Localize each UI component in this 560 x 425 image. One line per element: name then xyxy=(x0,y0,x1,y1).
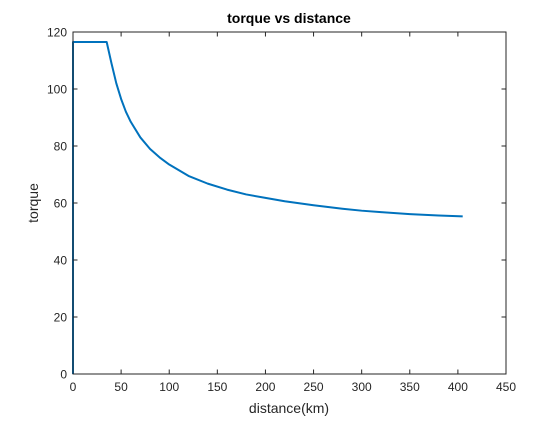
x-tick-label: 300 xyxy=(352,380,372,394)
x-tick-label: 150 xyxy=(207,380,227,394)
y-tick-label: 120 xyxy=(47,26,67,40)
x-axis-label: distance(km) xyxy=(249,400,329,416)
y-tick-label: 0 xyxy=(60,368,67,382)
y-tick-label: 40 xyxy=(54,254,68,268)
x-tick-label: 350 xyxy=(400,380,420,394)
chart-title: torque vs distance xyxy=(227,10,351,26)
y-tick-label: 100 xyxy=(47,83,67,97)
x-tick-label: 450 xyxy=(496,380,516,394)
y-tick-label: 60 xyxy=(54,197,68,211)
x-tick-label: 400 xyxy=(448,380,468,394)
x-tick-label: 200 xyxy=(255,380,275,394)
x-tick-label: 50 xyxy=(114,380,128,394)
series-line-0 xyxy=(72,40,463,374)
plot-area xyxy=(73,32,506,374)
curve-layer xyxy=(72,40,463,374)
y-axis-label: torque xyxy=(25,183,41,223)
x-tick-label: 250 xyxy=(304,380,324,394)
y-tick-label: 20 xyxy=(54,311,68,325)
x-tick-label: 100 xyxy=(159,380,179,394)
x-tick-label: 0 xyxy=(70,380,77,394)
y-tick-label: 80 xyxy=(54,140,68,154)
axes-layer: 0 50 100 150 200 250 300 350 400 450 0 20 40 60 80 100 1… xyxy=(47,26,516,395)
